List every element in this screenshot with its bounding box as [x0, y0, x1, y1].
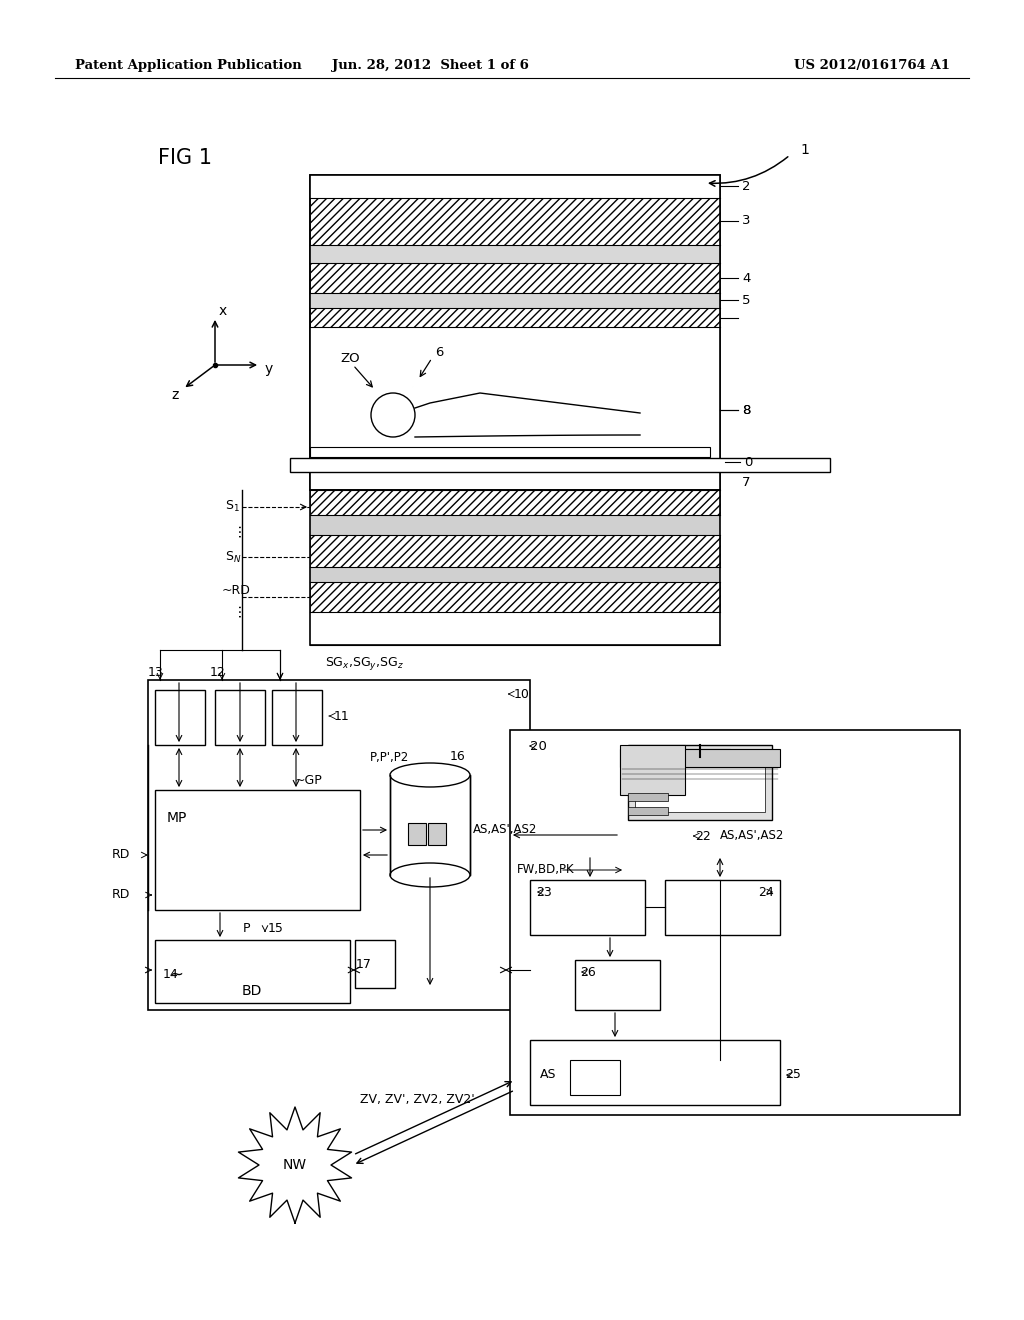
Bar [310, 568, 720, 582]
Bar [628, 793, 668, 801]
Bar [310, 327, 720, 490]
Text: 6: 6 [435, 346, 443, 359]
Text: ~RD: ~RD [222, 583, 251, 597]
Text: 14: 14 [163, 969, 179, 982]
Text: MP: MP [167, 810, 187, 825]
Text: 0: 0 [744, 455, 753, 469]
Bar [310, 308, 720, 327]
Text: P: P [243, 921, 251, 935]
Bar [215, 690, 265, 744]
Text: 24: 24 [758, 886, 774, 899]
Text: AS,AS',AS2: AS,AS',AS2 [473, 824, 538, 837]
Text: 4: 4 [742, 272, 751, 285]
Bar [408, 822, 426, 845]
Text: x: x [219, 304, 227, 318]
Text: RD: RD [112, 849, 130, 862]
Bar [635, 751, 765, 812]
Text: BD: BD [242, 983, 262, 998]
Bar [310, 612, 720, 645]
Text: 15: 15 [268, 921, 284, 935]
Text: 2: 2 [742, 180, 751, 193]
Bar [575, 960, 660, 1010]
Text: 3: 3 [742, 214, 751, 227]
Text: 5: 5 [742, 293, 751, 306]
Text: 13: 13 [148, 665, 164, 678]
Bar [628, 744, 772, 820]
Text: 22: 22 [695, 829, 711, 842]
Text: z: z [171, 388, 178, 403]
Bar [310, 246, 720, 263]
Text: FW,BD,PK: FW,BD,PK [517, 863, 574, 876]
Text: 26: 26 [580, 965, 596, 978]
Bar [310, 490, 720, 645]
Text: P,P',P2: P,P',P2 [370, 751, 410, 763]
Text: 23: 23 [536, 886, 552, 899]
Bar [310, 176, 720, 490]
Bar [310, 447, 710, 457]
Text: 20: 20 [530, 739, 547, 752]
Bar [530, 880, 645, 935]
Text: 16: 16 [450, 751, 466, 763]
Text: RD: RD [112, 888, 130, 902]
Bar [290, 458, 830, 473]
Ellipse shape [390, 863, 470, 887]
Text: AS,AS',AS2: AS,AS',AS2 [720, 829, 784, 842]
Bar [310, 515, 720, 535]
Bar [670, 748, 730, 756]
Bar [530, 1040, 780, 1105]
Polygon shape [239, 1107, 351, 1224]
Bar [310, 490, 720, 515]
Text: FIG 1: FIG 1 [158, 148, 212, 168]
Bar [310, 293, 720, 308]
Bar [665, 880, 780, 935]
Bar [570, 1060, 620, 1096]
Text: ⋯: ⋯ [232, 603, 246, 616]
Text: y: y [265, 362, 273, 376]
Text: 11: 11 [334, 710, 350, 722]
Text: Jun. 28, 2012  Sheet 1 of 6: Jun. 28, 2012 Sheet 1 of 6 [332, 58, 528, 71]
Text: 8: 8 [742, 404, 751, 417]
Text: 7: 7 [742, 475, 751, 488]
Text: 1: 1 [800, 143, 809, 157]
Text: 17: 17 [356, 958, 372, 972]
Text: ~GP: ~GP [295, 774, 323, 787]
Bar [310, 582, 720, 612]
Bar [310, 263, 720, 293]
Bar [310, 198, 720, 246]
Text: S$_N$: S$_N$ [225, 549, 242, 565]
Bar [390, 775, 470, 875]
Text: 8: 8 [742, 404, 751, 417]
Text: ZO: ZO [340, 351, 359, 364]
Text: S$_1$: S$_1$ [225, 499, 240, 513]
Bar [310, 176, 720, 490]
Bar [155, 940, 350, 1003]
Text: ZV, ZV', ZV2, ZV2': ZV, ZV', ZV2, ZV2' [360, 1093, 475, 1106]
Bar [310, 176, 720, 198]
Bar [620, 744, 685, 795]
Bar [148, 680, 530, 1010]
Text: US 2012/0161764 A1: US 2012/0161764 A1 [794, 58, 950, 71]
Ellipse shape [390, 763, 470, 787]
Text: ~: ~ [169, 966, 183, 983]
Bar [355, 940, 395, 987]
Bar [510, 730, 961, 1115]
Text: 25: 25 [785, 1068, 801, 1081]
Text: 12: 12 [210, 665, 225, 678]
Bar [628, 807, 668, 814]
Bar [428, 822, 446, 845]
Text: AS: AS [540, 1068, 556, 1081]
Bar [272, 690, 322, 744]
Bar [155, 789, 360, 909]
Text: ⋯: ⋯ [232, 523, 246, 537]
Bar [620, 748, 780, 767]
Text: NW: NW [283, 1158, 307, 1172]
Text: 10: 10 [514, 688, 529, 701]
Bar [155, 690, 205, 744]
Bar [310, 535, 720, 568]
Text: Patent Application Publication: Patent Application Publication [75, 58, 302, 71]
Text: SG$_x$,SG$_y$,SG$_z$: SG$_x$,SG$_y$,SG$_z$ [325, 655, 404, 672]
